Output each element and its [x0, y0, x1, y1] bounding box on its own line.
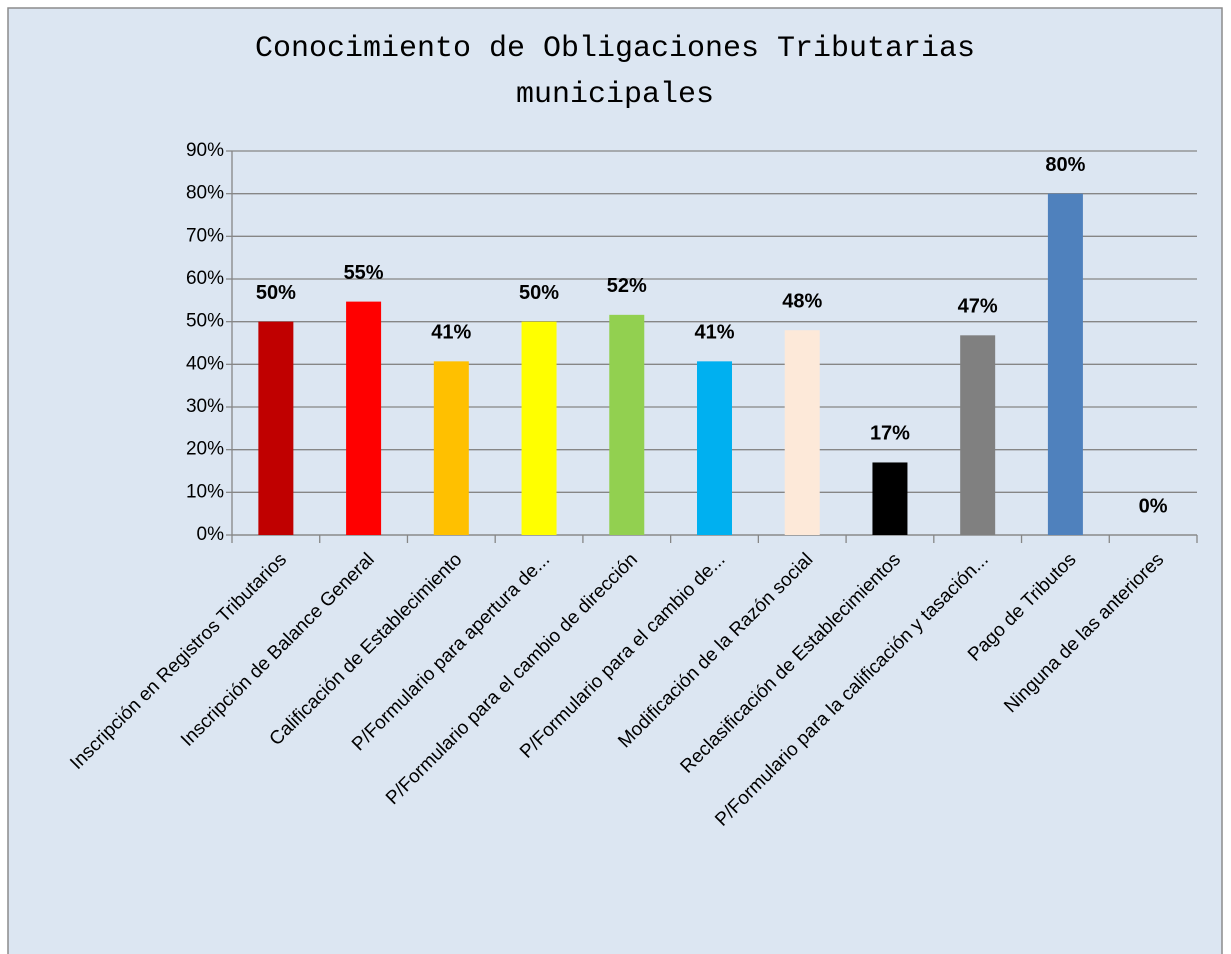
chart-title: municipales	[516, 78, 714, 112]
bar	[872, 462, 908, 535]
bar	[258, 321, 294, 535]
bar	[697, 361, 732, 535]
data-label: 50%	[519, 282, 559, 304]
bar	[521, 321, 557, 535]
y-tick-label: 60%	[186, 268, 224, 289]
bar	[346, 301, 382, 535]
y-tick-label: 10%	[186, 481, 224, 502]
data-label: 55%	[344, 262, 384, 284]
data-label: 41%	[431, 322, 471, 344]
y-tick-label: 80%	[186, 183, 224, 204]
data-label: 41%	[694, 322, 734, 344]
bar	[1047, 193, 1083, 535]
data-label: 17%	[870, 423, 910, 445]
data-label: 52%	[607, 275, 647, 297]
bar	[784, 330, 820, 535]
bar	[433, 361, 469, 535]
y-tick-label: 0%	[197, 524, 225, 545]
data-label: 47%	[958, 296, 998, 318]
data-label: 50%	[256, 282, 296, 304]
bar	[609, 314, 645, 535]
y-tick-label: 20%	[186, 439, 224, 460]
data-label: 48%	[782, 290, 822, 312]
y-tick-label: 50%	[186, 311, 224, 332]
data-label: 0%	[1139, 495, 1168, 517]
data-label: 80%	[1045, 154, 1085, 176]
y-tick-label: 30%	[186, 396, 224, 417]
y-tick-label: 90%	[186, 140, 224, 161]
bar	[960, 335, 996, 535]
chart-title: Conocimiento de Obligaciones Tributarias	[255, 32, 975, 66]
y-tick-label: 70%	[186, 225, 224, 246]
y-tick-label: 40%	[186, 353, 224, 374]
